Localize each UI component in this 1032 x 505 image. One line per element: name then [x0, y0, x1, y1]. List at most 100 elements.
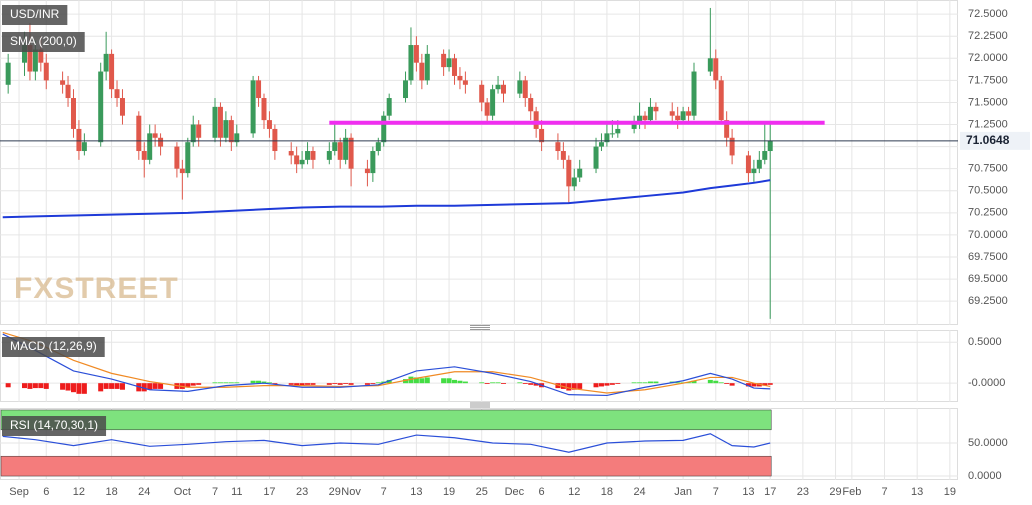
candle-body [408, 45, 414, 81]
candle-body [680, 111, 686, 121]
candle-body [103, 53, 109, 72]
macd-histogram-bar [713, 380, 719, 384]
x-tick-label: 12 [73, 486, 85, 498]
candle-body [343, 137, 349, 160]
x-tick-label: Oct [174, 486, 191, 498]
watermark: FXSTREET [14, 272, 179, 305]
macd-histogram-bar [223, 382, 229, 384]
candle-body [604, 133, 610, 143]
macd-histogram-bar [21, 383, 27, 389]
macd-histogram-bar [70, 383, 76, 393]
signal-line [2, 331, 771, 394]
candle-body [272, 128, 278, 152]
candle-body [364, 168, 370, 174]
x-tick-label: Jan [674, 486, 692, 498]
candle-body [256, 80, 262, 99]
candle-body [76, 128, 82, 152]
macd-histogram-bar [517, 382, 523, 384]
x-tick-label: 6 [43, 486, 49, 498]
macd-histogram-bar [98, 383, 104, 392]
candle-body [457, 75, 463, 81]
candle-body [38, 49, 44, 63]
x-tick-label: 13 [911, 486, 923, 498]
macd-histogram-bar [256, 380, 262, 384]
x-tick-label: 11 [231, 486, 242, 498]
macd-histogram-bar [288, 383, 294, 385]
candle-body [21, 45, 27, 63]
candle-body [375, 142, 381, 152]
candle-body [5, 62, 11, 85]
x-tick-label: 13 [742, 486, 754, 498]
candle-body [669, 111, 675, 116]
candle-body [593, 146, 599, 169]
x-tick-label: 25 [476, 486, 488, 498]
macd-histogram-bar [65, 383, 71, 391]
y-tick-label: 0.0000 [968, 470, 1002, 482]
x-tick-label: 29 [329, 486, 341, 498]
candle-body [70, 98, 76, 129]
macd-histogram-bar [147, 383, 153, 390]
candle-body [381, 115, 387, 143]
macd-histogram-bar [598, 383, 604, 387]
macd-histogram-bar [272, 383, 278, 384]
macd-histogram-bar [571, 383, 577, 390]
label-bg [2, 416, 107, 436]
label-bg [2, 32, 85, 52]
rsi-line [2, 433, 771, 453]
y-tick-label: 72.2500 [968, 30, 1008, 42]
candle-body [266, 120, 272, 129]
macd-histogram-bar [718, 382, 724, 384]
candle-body [419, 62, 425, 81]
candle-body [65, 84, 71, 99]
candle-body [337, 142, 343, 160]
y-tick-label: 69.7500 [968, 251, 1008, 263]
candle-body [114, 89, 120, 99]
candle-body [413, 45, 419, 63]
candle-body [152, 133, 158, 138]
label-box: USD/INR [2, 5, 68, 25]
candle-body [767, 140, 773, 152]
rsi-band [0, 455, 772, 477]
macd-histogram-bar [490, 382, 496, 384]
candle-body [751, 168, 757, 174]
y-tick-label: 71.5000 [968, 96, 1008, 108]
y-tick-label: -0.0000 [968, 377, 1005, 389]
x-tick-label: 12 [568, 486, 580, 498]
macd-histogram-bar [332, 383, 338, 384]
macd-histogram-bar [337, 383, 343, 385]
x-tick-label: Nov [341, 486, 361, 498]
macd-histogram-bar [751, 383, 757, 387]
candle-body [446, 58, 452, 68]
label-text: USD/INR [10, 7, 60, 21]
candle-body [517, 80, 523, 94]
candle-body [484, 102, 490, 116]
candle-body [707, 58, 713, 72]
x-tick-label: 29 [829, 486, 841, 498]
macd-histogram-bar [60, 383, 66, 390]
candle-body [212, 106, 218, 138]
candle-body [234, 133, 240, 143]
candle-body [729, 137, 735, 156]
macd-histogram-bar [707, 379, 713, 384]
candle-body [452, 58, 458, 76]
label-text: RSI (14,70,30,1) [10, 418, 98, 432]
candle-body [500, 84, 506, 94]
candle-body [441, 53, 447, 68]
candle-body [223, 120, 229, 138]
label-text: SMA (200,0) [10, 34, 77, 48]
macd-histogram-bar [5, 383, 11, 388]
x-tick-label: Feb [842, 486, 861, 498]
x-tick-label: 17 [764, 486, 776, 498]
y-tick-label: 72.0000 [968, 52, 1008, 64]
candle-body [43, 62, 49, 81]
macd-histogram-bar [457, 380, 463, 384]
candle-body [310, 151, 316, 160]
macd-histogram-bar [228, 382, 234, 384]
candle-body [348, 137, 354, 169]
x-tick-label: 24 [138, 486, 150, 498]
candle-body [386, 98, 392, 116]
label-box: RSI (14,70,30,1) [2, 416, 107, 436]
macd-histogram-bar [109, 383, 115, 389]
macd-histogram-bar [114, 383, 120, 389]
x-tick-label: 7 [713, 486, 719, 498]
